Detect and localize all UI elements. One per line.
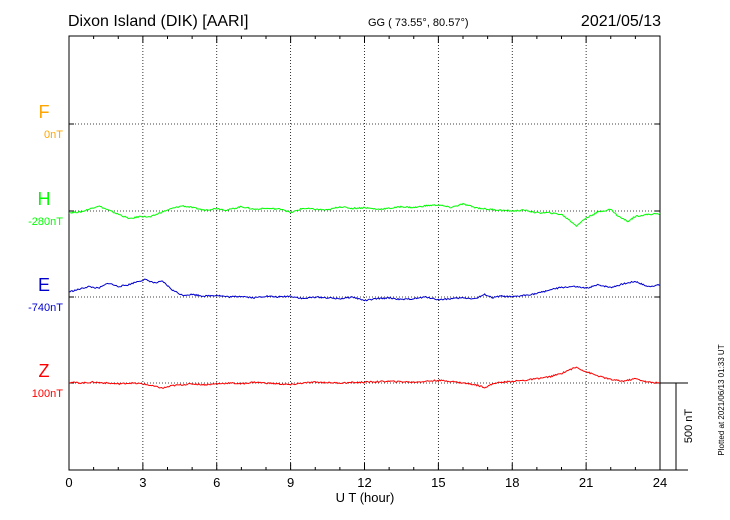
horizontal-gridlines [69, 123, 660, 384]
series-line-Z [68, 366, 661, 389]
series-lines [68, 202, 661, 389]
x-tick-label-15: 15 [431, 475, 445, 490]
vertical-gridlines [142, 36, 587, 470]
x-tick-label-18: 18 [505, 475, 519, 490]
series-name-Z: Z [39, 361, 50, 381]
plotted-timestamp: Plotted at 2021/06/13 01:33 UT [717, 344, 726, 455]
x-tick-label-6: 6 [213, 475, 220, 490]
series-name-E: E [38, 275, 50, 295]
series-line-H [68, 202, 661, 228]
frame-ticks [68, 36, 661, 470]
scale-bar: 500 nT [660, 382, 695, 471]
series-baseline-Z: 100nT [32, 388, 63, 400]
station-title: Dixon Island (DIK) [AARI] [68, 13, 249, 30]
series-name-H: H [38, 189, 51, 209]
x-tick-label-0: 0 [65, 475, 72, 490]
geo-coordinates: GG ( 73.55°, 80.57°) [368, 17, 469, 29]
x-tick-label-21: 21 [579, 475, 593, 490]
x-tick-label-12: 12 [357, 475, 371, 490]
date-label: 2021/05/13 [581, 13, 661, 30]
x-tick-label-9: 9 [287, 475, 294, 490]
scale-bar-label: 500 nT [683, 409, 695, 444]
series-baseline-H: -280nT [28, 216, 63, 228]
series-baseline-F: 0nT [44, 129, 63, 141]
series-name-F: F [39, 102, 50, 122]
x-tick-label-24: 24 [653, 475, 667, 490]
series-line-E [68, 278, 661, 302]
x-tick-labels: 0 3 6 9 12 15 18 21 24 [65, 475, 667, 490]
x-axis-label: U T (hour) [336, 490, 395, 505]
x-tick-label-3: 3 [139, 475, 146, 490]
series-baseline-E: -740nT [28, 302, 63, 314]
series-labels: F 0nT H -280nT E -740nT Z 100nT [28, 102, 63, 400]
